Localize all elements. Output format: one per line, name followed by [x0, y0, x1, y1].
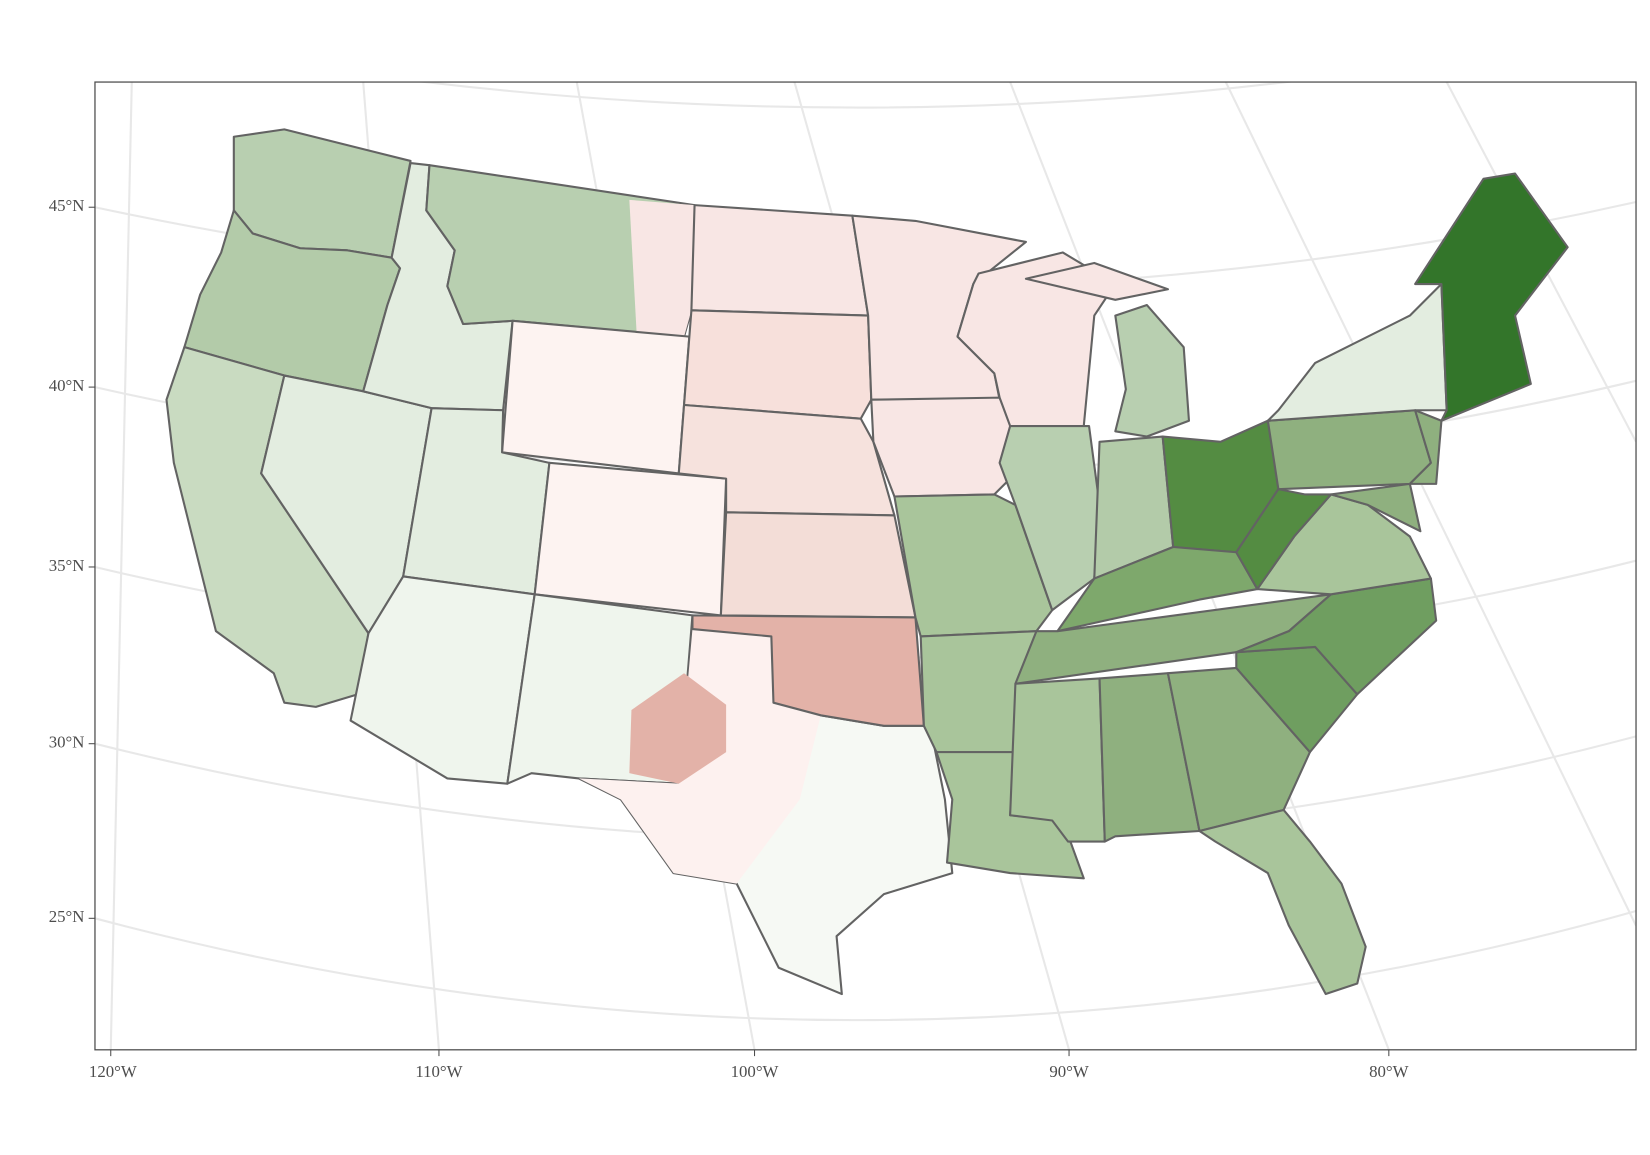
state: [1009, 677, 1106, 843]
parallel: [416, 82, 1296, 109]
region: [629, 199, 695, 337]
lat-label: 25°N: [49, 907, 85, 926]
state: [1408, 409, 1443, 485]
lon-label: 100°W: [731, 1062, 779, 1081]
lat-label: 35°N: [49, 556, 85, 575]
state: [1114, 304, 1191, 438]
lon-label: 120°W: [89, 1062, 137, 1081]
state: [893, 493, 1054, 638]
meridian: [109, 82, 133, 1050]
state: [1414, 172, 1569, 422]
parallel: [94, 909, 1637, 1022]
state: [501, 319, 691, 475]
state: [998, 424, 1101, 612]
lon-label: 80°W: [1369, 1062, 1409, 1081]
lat-label: 30°N: [49, 733, 85, 752]
state: [1098, 672, 1201, 843]
lat-axis: 45°N 40°N 35°N 30°N 25°N: [49, 196, 95, 926]
state: [870, 396, 1027, 498]
lat-label: 45°N: [49, 196, 85, 215]
panel-border: [94, 81, 1637, 1051]
state: [691, 614, 925, 727]
states: [165, 128, 1569, 996]
lon-axis: 120°W 110°W 100°W 90°W 80°W: [89, 1049, 1409, 1081]
state: [1235, 577, 1438, 696]
lon-label: 110°W: [415, 1062, 462, 1081]
state: [1024, 261, 1169, 301]
state: [1166, 666, 1311, 833]
state: [1329, 482, 1422, 533]
state: [1266, 409, 1432, 491]
state: [533, 461, 728, 617]
state: [719, 511, 917, 619]
lat-label: 40°N: [49, 376, 85, 395]
state: [1198, 808, 1367, 996]
state: [690, 204, 870, 317]
state: [682, 309, 873, 420]
region: [629, 673, 727, 784]
meridian: [1224, 82, 1637, 927]
lon-label: 90°W: [1049, 1062, 1089, 1081]
